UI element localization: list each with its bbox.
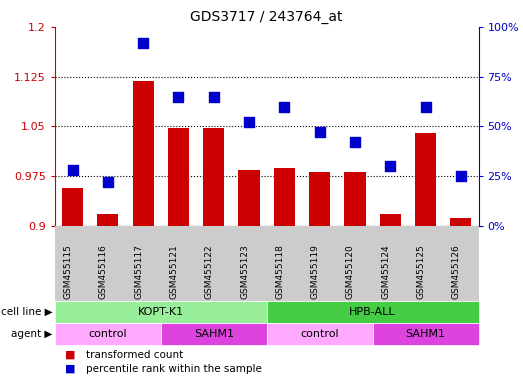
Text: GSM455119: GSM455119 bbox=[311, 244, 320, 299]
Text: percentile rank within the sample: percentile rank within the sample bbox=[86, 364, 262, 374]
Text: agent ▶: agent ▶ bbox=[11, 329, 52, 339]
Text: GSM455124: GSM455124 bbox=[381, 244, 390, 299]
Point bbox=[280, 103, 289, 109]
Text: HPB-ALL: HPB-ALL bbox=[349, 307, 396, 317]
Text: ■: ■ bbox=[65, 364, 76, 374]
Point bbox=[351, 139, 359, 146]
Bar bbox=[415, 133, 436, 226]
Bar bbox=[380, 214, 401, 226]
Text: GSM455117: GSM455117 bbox=[134, 244, 143, 299]
Text: GSM455125: GSM455125 bbox=[417, 244, 426, 299]
Text: GSM455120: GSM455120 bbox=[346, 244, 355, 299]
Bar bbox=[274, 167, 295, 226]
Bar bbox=[132, 81, 154, 226]
Bar bbox=[168, 128, 189, 226]
Point bbox=[174, 93, 183, 99]
Text: ■: ■ bbox=[65, 350, 76, 360]
Text: control: control bbox=[88, 329, 127, 339]
Point bbox=[386, 163, 394, 169]
Bar bbox=[203, 128, 224, 226]
Point bbox=[139, 40, 147, 46]
Point bbox=[210, 93, 218, 99]
Point bbox=[245, 119, 253, 126]
Text: transformed count: transformed count bbox=[86, 350, 184, 360]
Bar bbox=[309, 172, 330, 226]
Bar bbox=[238, 170, 259, 226]
Bar bbox=[97, 214, 118, 226]
Point bbox=[69, 167, 77, 173]
Text: SAHM1: SAHM1 bbox=[406, 329, 446, 339]
Text: KOPT-K1: KOPT-K1 bbox=[138, 307, 184, 317]
Text: SAHM1: SAHM1 bbox=[194, 329, 234, 339]
Text: GSM455121: GSM455121 bbox=[169, 244, 178, 299]
Point bbox=[104, 179, 112, 185]
Point bbox=[422, 103, 430, 109]
Bar bbox=[344, 172, 366, 226]
Title: GDS3717 / 243764_at: GDS3717 / 243764_at bbox=[190, 10, 343, 25]
Text: GSM455115: GSM455115 bbox=[64, 244, 73, 299]
Text: GSM455116: GSM455116 bbox=[99, 244, 108, 299]
Bar bbox=[62, 187, 83, 226]
Text: GSM455118: GSM455118 bbox=[276, 244, 285, 299]
Point bbox=[457, 173, 465, 179]
Text: GSM455122: GSM455122 bbox=[205, 244, 214, 299]
Text: GSM455126: GSM455126 bbox=[452, 244, 461, 299]
Text: GSM455123: GSM455123 bbox=[240, 244, 249, 299]
Bar bbox=[450, 218, 471, 226]
Text: control: control bbox=[300, 329, 339, 339]
Text: cell line ▶: cell line ▶ bbox=[1, 307, 52, 317]
Point bbox=[315, 129, 324, 136]
